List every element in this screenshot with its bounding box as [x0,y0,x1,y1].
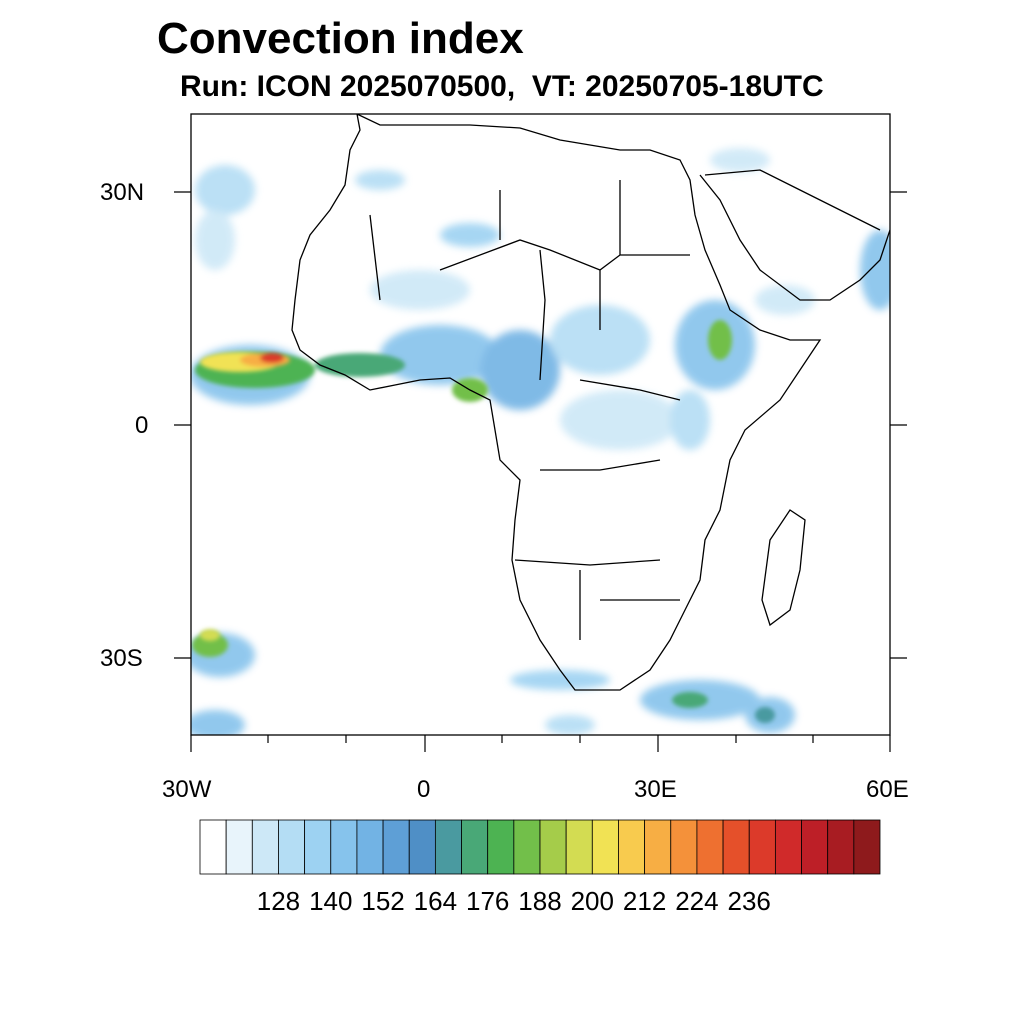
colorbar-box [774,819,802,875]
colorbar-label: 188 [518,886,562,916]
colorbar-box [853,819,881,875]
lon-label-0: 0 [417,776,431,803]
colorbar-label: 200 [570,886,614,916]
colorbar-box [618,819,646,875]
colorbar-box [565,819,593,875]
colorbar-box [461,819,489,875]
lon-label-30e: 30E [634,776,677,803]
lon-label-60e: 60E [866,776,909,803]
colorbar-box [382,819,410,875]
convection-field [191,148,890,735]
colorbar-label: 140 [309,886,353,916]
axis-ticks [174,191,907,752]
colorbar-box [696,819,724,875]
colorbar-box [199,819,227,875]
colorbar-box [225,819,253,875]
lon-label-30w: 30W [162,776,212,803]
coastlines [291,114,890,691]
colorbar-box [434,819,462,875]
lat-label-30n: 30N [100,179,145,206]
colorbar-label: 152 [361,886,405,916]
colorbar-label: 236 [727,886,771,916]
colorbar-box [330,819,358,875]
colorbar-box [722,819,750,875]
colorbar-label: 224 [675,886,719,916]
colorbar-box [304,819,332,875]
colorbar-box [670,819,698,875]
colorbar-label: 128 [256,886,301,916]
map-subtitle: Run: ICON 2025070500, VT: 20250705-18UTC [180,70,824,103]
colorbar-label: 212 [622,886,667,916]
colorbar-box [539,819,567,875]
colorbar-label: 164 [413,886,458,916]
colorbar-box [251,819,279,875]
colorbar-box [487,819,515,875]
colorbar-box [644,819,672,875]
colorbar-box [748,819,776,875]
colorbar-box [591,819,619,875]
colorbar-box [801,819,829,875]
colorbar-label: 176 [465,886,510,916]
lat-label-30s: 30S [100,645,143,672]
colorbar-box [408,819,436,875]
colorbar-box [513,819,541,875]
map-title: Convection index [157,14,524,63]
lat-label-0: 0 [135,412,149,439]
colorbar-box [827,819,855,875]
colorbar-box [356,819,384,875]
colorbar [199,819,881,875]
colorbar-box [278,819,306,875]
